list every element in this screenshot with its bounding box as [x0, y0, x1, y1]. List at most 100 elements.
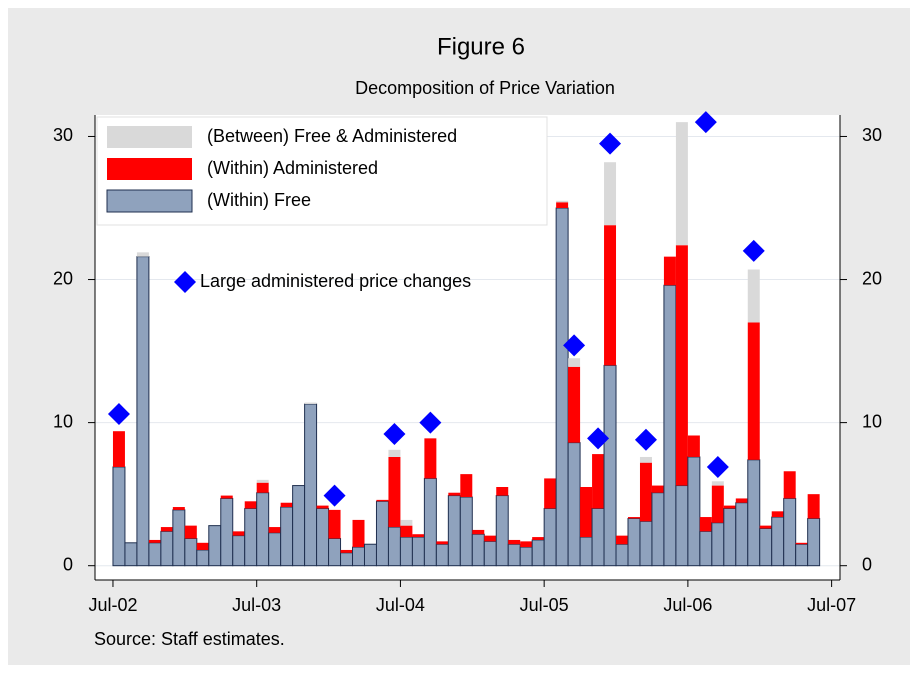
bar-segment — [627, 517, 641, 567]
bar-segment — [532, 537, 545, 540]
bar-segment — [567, 442, 581, 567]
bar-segment — [423, 477, 437, 567]
y-tick-label: 10 — [53, 411, 73, 431]
bar-segment — [304, 402, 317, 405]
bar-segment — [244, 507, 258, 567]
bar-segment — [220, 495, 233, 499]
legend-label: Large administered price changes — [200, 271, 471, 291]
bar-segment — [747, 459, 761, 567]
bar-segment — [663, 256, 676, 286]
bar-segment — [387, 526, 401, 567]
bar-segment — [699, 530, 713, 567]
bar-segment — [340, 549, 353, 553]
bar-segment — [292, 485, 306, 567]
bar-segment — [483, 540, 497, 567]
bar-segment — [496, 487, 509, 496]
bar-segment — [136, 252, 149, 257]
bar-segment — [795, 542, 808, 545]
bar-segment — [435, 543, 449, 567]
bar-segment — [675, 245, 688, 486]
bar-segment — [328, 538, 342, 567]
bar-segment — [544, 478, 557, 509]
bar-segment — [735, 502, 749, 567]
bar-segment — [675, 485, 689, 567]
bar-segment — [639, 462, 652, 522]
bar-segment — [711, 522, 725, 567]
bar-segment — [568, 358, 581, 367]
bar-segment — [220, 497, 234, 567]
bar-segment — [124, 542, 138, 567]
bar-segment — [639, 456, 652, 463]
bar-segment — [615, 543, 629, 567]
bar-segment — [148, 539, 161, 543]
bar-segment — [112, 466, 126, 567]
chart-title: Figure 6 — [437, 33, 525, 60]
bar-segment — [783, 497, 797, 567]
bar-segment — [687, 435, 700, 457]
marker — [706, 455, 729, 478]
y2-tick-label: 30 — [862, 125, 882, 145]
bar-segment — [507, 543, 521, 567]
bar-segment — [568, 366, 581, 443]
marker — [742, 239, 765, 262]
bar-segment — [651, 485, 664, 493]
y-tick-label: 0 — [63, 554, 73, 574]
bar-segment — [196, 549, 210, 567]
bar-segment — [184, 538, 198, 567]
marker — [599, 132, 622, 155]
bar-segment — [316, 507, 330, 567]
legend-label: (Within) Free — [207, 190, 311, 210]
bar-segment — [160, 527, 173, 532]
bar-segment — [591, 507, 605, 567]
bar-segment — [543, 507, 557, 567]
bar-segment — [447, 495, 461, 567]
y-tick-label: 30 — [53, 125, 73, 145]
bar-segment — [604, 225, 617, 366]
bar-segment — [256, 482, 269, 493]
bar-segment — [616, 535, 628, 545]
bar-segment — [352, 546, 365, 567]
bar-segment — [448, 492, 461, 496]
marker — [563, 334, 586, 357]
x-tick-label: Jul-04 — [376, 595, 425, 615]
bar-segment — [196, 542, 209, 550]
bar-segment — [711, 481, 724, 486]
bar-segment — [520, 541, 533, 548]
legend-swatch — [107, 126, 192, 148]
bar-segment — [604, 162, 617, 226]
bar-segment — [627, 517, 640, 519]
bar-segment — [592, 454, 605, 509]
bar-segment — [651, 492, 665, 567]
y-tick-label: 20 — [53, 268, 73, 288]
bar-segment — [280, 502, 293, 508]
bar-segment — [519, 546, 533, 567]
bar-segment — [639, 520, 653, 567]
bar-segment — [675, 122, 688, 246]
bar-segment — [363, 543, 377, 567]
bar-segment — [256, 479, 269, 483]
bar-segment — [376, 499, 389, 502]
marker — [694, 111, 717, 134]
x-tick-label: Jul-03 — [232, 595, 281, 615]
source-note: Source: Staff estimates. — [94, 629, 285, 649]
bar-segment — [484, 535, 497, 542]
bar-segment — [580, 487, 593, 538]
bar-segment — [508, 539, 521, 545]
bar-segment — [172, 507, 185, 510]
legend-swatch — [106, 189, 193, 213]
bar-segment — [759, 527, 773, 567]
bar-segment — [723, 507, 737, 567]
bar-segment — [375, 500, 389, 567]
marker — [383, 423, 406, 446]
bar-segment — [603, 364, 617, 567]
bar-segment — [136, 256, 150, 567]
bar-segment — [579, 536, 593, 567]
bar-segment — [795, 543, 809, 567]
bar-segment — [556, 200, 569, 203]
marker — [587, 427, 610, 450]
marker — [634, 428, 657, 451]
bar-segment — [244, 501, 257, 509]
bar-segment — [663, 284, 677, 567]
chart-subtitle: Decomposition of Price Variation — [355, 78, 615, 98]
